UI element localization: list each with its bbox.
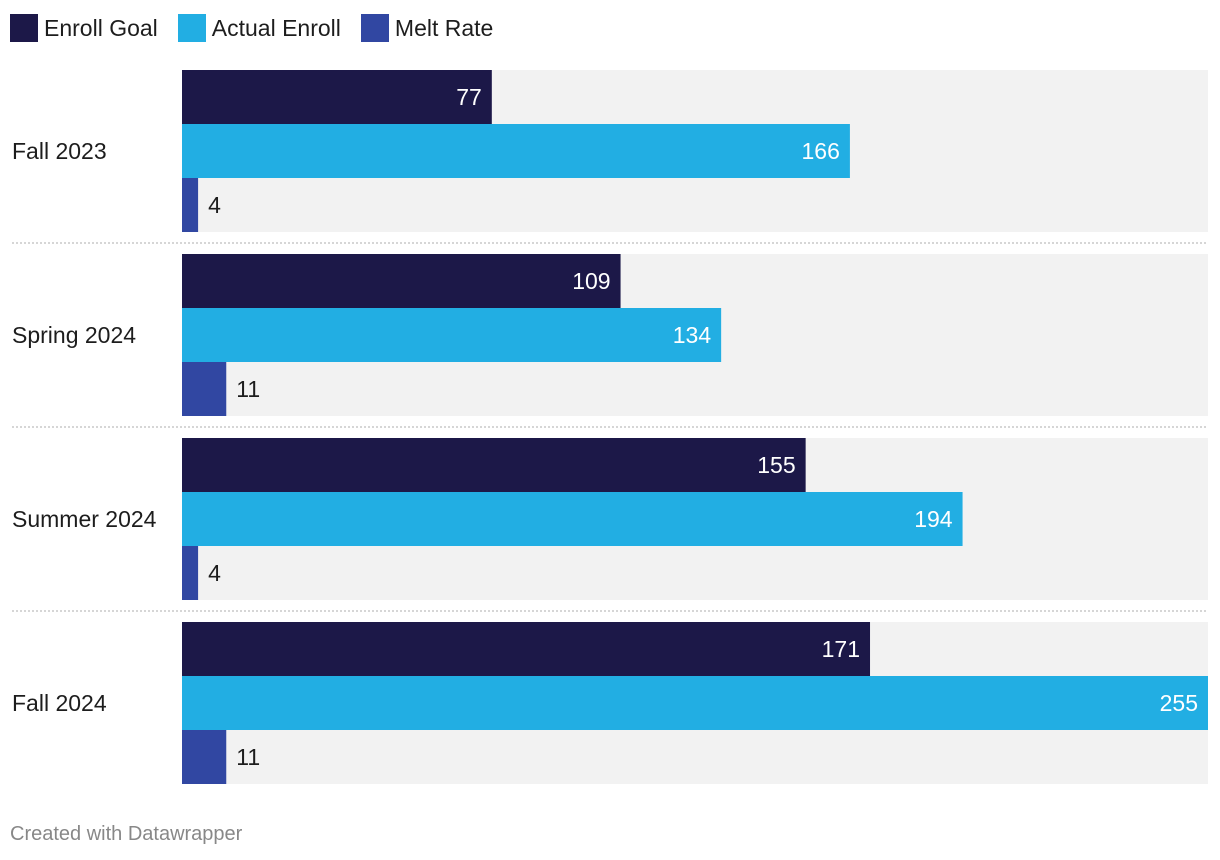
legend-item-enroll-goal: Enroll Goal bbox=[10, 13, 158, 43]
value-label-actual-enroll-spring-2024: 134 bbox=[673, 322, 712, 348]
legend-label-melt-rate: Melt Rate bbox=[394, 15, 494, 41]
bar-melt-rate-fall-2023 bbox=[182, 178, 199, 232]
chart-legend: Enroll Goal Actual Enroll Melt Rate bbox=[10, 13, 513, 43]
bar-actual-enroll-fall-2023 bbox=[182, 124, 850, 178]
value-label-melt-rate-fall-2023: 4 bbox=[208, 192, 221, 218]
value-label-enroll-goal-spring-2024: 109 bbox=[572, 268, 610, 294]
legend-item-actual-enroll: Actual Enroll bbox=[177, 13, 341, 43]
bar-melt-rate-summer-2024 bbox=[182, 546, 199, 600]
footer-credit: Created with Datawrapper bbox=[10, 823, 243, 845]
bar-chart: Fall 2023 77 166 4 Spring 2024 109 134 11 Summer… bbox=[12, 70, 1208, 784]
bar-actual-enroll-summer-2024 bbox=[182, 492, 963, 546]
legend-label-actual-enroll: Actual Enroll bbox=[211, 15, 341, 41]
bar-enroll-goal-fall-2024 bbox=[182, 622, 871, 676]
legend-item-melt-rate: Melt Rate bbox=[360, 13, 494, 43]
value-label-enroll-goal-summer-2024: 155 bbox=[757, 452, 795, 478]
legend-swatch-actual-enroll bbox=[177, 14, 206, 42]
legend-swatch-enroll-goal bbox=[10, 14, 38, 42]
bar-enroll-goal-fall-2023 bbox=[182, 70, 492, 124]
bar-actual-enroll-fall-2024 bbox=[182, 676, 1208, 730]
value-label-melt-rate-summer-2024: 4 bbox=[208, 560, 221, 586]
bar-actual-enroll-spring-2024 bbox=[182, 308, 722, 362]
value-label-melt-rate-spring-2024: 11 bbox=[236, 376, 260, 402]
legend-swatch-melt-rate bbox=[360, 14, 389, 42]
category-label-fall-2024: Fall 2024 bbox=[12, 690, 107, 716]
bar-melt-rate-spring-2024 bbox=[182, 362, 227, 416]
value-label-actual-enroll-fall-2024: 255 bbox=[1160, 690, 1198, 716]
category-label-fall-2023: Fall 2023 bbox=[12, 138, 107, 164]
value-label-actual-enroll-fall-2023: 166 bbox=[802, 138, 840, 164]
value-label-enroll-goal-fall-2024: 171 bbox=[822, 636, 860, 662]
bar-melt-rate-fall-2024 bbox=[182, 730, 227, 784]
legend-label-enroll-goal: Enroll Goal bbox=[44, 15, 158, 41]
category-label-spring-2024: Spring 2024 bbox=[12, 322, 136, 348]
value-label-melt-rate-fall-2024: 11 bbox=[236, 744, 260, 770]
bar-enroll-goal-spring-2024 bbox=[182, 254, 621, 308]
value-label-enroll-goal-fall-2023: 77 bbox=[456, 84, 482, 110]
bar-enroll-goal-summer-2024 bbox=[182, 438, 806, 492]
value-label-actual-enroll-summer-2024: 194 bbox=[914, 506, 953, 532]
category-label-summer-2024: Summer 2024 bbox=[12, 506, 157, 532]
